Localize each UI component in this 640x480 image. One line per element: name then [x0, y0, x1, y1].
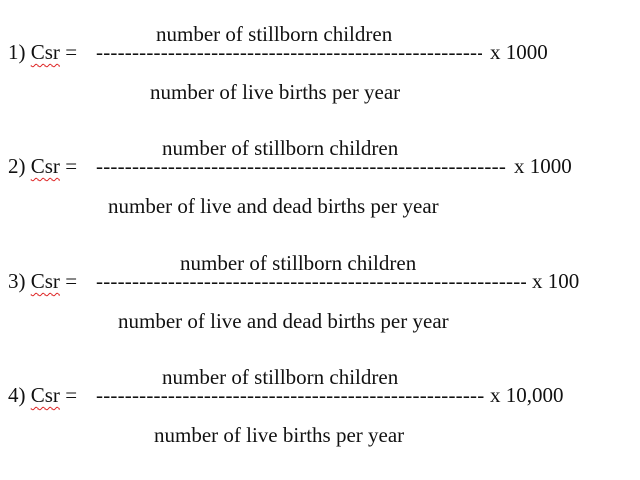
formula-multiplier: x 10,000 [490, 383, 564, 407]
formula-lhs: 2) Csr = [8, 154, 77, 178]
formula-denominator: number of live births per year [154, 423, 405, 447]
equals-sign: = [65, 269, 78, 293]
formula-multiplier: x 1000 [490, 40, 548, 64]
equals-sign: = [65, 383, 78, 407]
formula-numerator: number of stillborn children [162, 365, 399, 389]
formula-variable: Csr [30, 269, 60, 293]
formula-4: number of stillborn children 4) Csr = --… [0, 343, 640, 447]
formula-index: 3) [8, 269, 26, 293]
equals-sign: = [65, 154, 78, 178]
formula-index: 2) [8, 154, 26, 178]
fraction-bar: ----------------------------------------… [96, 383, 484, 407]
formula-denominator: number of live and dead births per year [108, 194, 439, 218]
formula-1: number of stillborn children 1) Csr = --… [0, 0, 640, 104]
fraction-bar: ----------------------------------------… [96, 154, 506, 178]
equals-sign: = [65, 40, 78, 64]
formula-denominator: number of live and dead births per year [118, 309, 449, 333]
formula-lhs: 4) Csr = [8, 383, 77, 407]
formula-multiplier: x 100 [532, 269, 580, 293]
fraction-bar: ----------------------------------------… [96, 269, 526, 293]
formula-variable: Csr [30, 383, 60, 407]
formula-lhs: 3) Csr = [8, 269, 77, 293]
formula-index: 4) [8, 383, 26, 407]
formula-numerator: number of stillborn children [180, 251, 417, 275]
formula-variable: Csr [30, 154, 60, 178]
fraction-bar: ----------------------------------------… [96, 40, 482, 64]
formula-3: number of stillborn children 3) Csr = --… [0, 229, 640, 333]
formula-variable: Csr [30, 40, 60, 64]
formula-numerator: number of stillborn children [156, 22, 393, 46]
formula-numerator: number of stillborn children [162, 136, 399, 160]
formula-denominator: number of live births per year [150, 80, 401, 104]
formula-multiplier: x 1000 [514, 154, 572, 178]
formula-index: 1) [8, 40, 26, 64]
formula-lhs: 1) Csr = [8, 40, 77, 64]
formula-2: number of stillborn children 2) Csr = --… [0, 114, 640, 218]
